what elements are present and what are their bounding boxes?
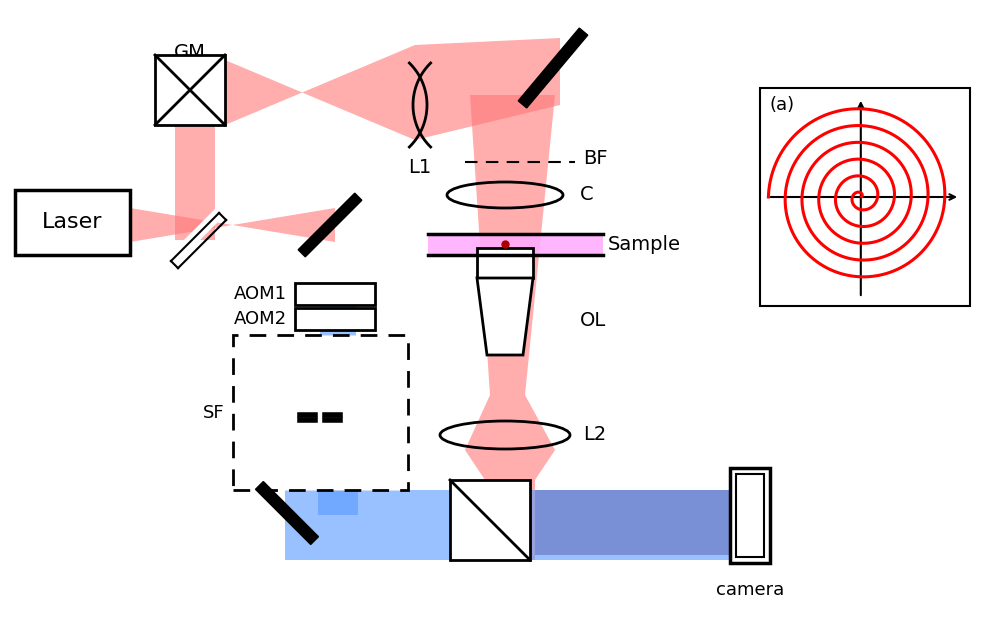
- Bar: [477, 248, 533, 278]
- Bar: [155, 55, 225, 125]
- Polygon shape: [518, 28, 588, 108]
- Polygon shape: [320, 285, 356, 340]
- Bar: [730, 468, 770, 563]
- Bar: [450, 480, 530, 560]
- Text: AOM2: AOM2: [234, 310, 287, 328]
- Polygon shape: [465, 395, 555, 450]
- Polygon shape: [415, 38, 560, 140]
- Bar: [736, 474, 764, 557]
- Polygon shape: [225, 45, 415, 140]
- Polygon shape: [285, 490, 750, 560]
- Polygon shape: [450, 480, 535, 560]
- Text: Laser: Laser: [42, 213, 103, 233]
- Text: C: C: [580, 185, 594, 205]
- Text: SF: SF: [204, 404, 225, 421]
- Polygon shape: [535, 490, 740, 555]
- Polygon shape: [168, 210, 223, 265]
- Polygon shape: [477, 278, 533, 355]
- Bar: [15, 190, 130, 255]
- Polygon shape: [130, 208, 335, 242]
- Bar: [295, 283, 375, 305]
- Text: (a): (a): [770, 96, 795, 114]
- Text: L2: L2: [583, 426, 606, 444]
- Polygon shape: [470, 95, 555, 395]
- Bar: [428, 234, 603, 255]
- Bar: [295, 308, 375, 330]
- Text: GM: GM: [174, 43, 206, 62]
- Bar: [233, 335, 408, 490]
- Polygon shape: [465, 450, 555, 480]
- Text: OL: OL: [580, 311, 606, 329]
- Text: L1: L1: [408, 158, 431, 177]
- Text: AOM1: AOM1: [234, 285, 287, 303]
- Polygon shape: [298, 193, 362, 257]
- Polygon shape: [175, 125, 215, 240]
- Polygon shape: [300, 415, 376, 490]
- Polygon shape: [303, 340, 373, 415]
- Polygon shape: [255, 482, 318, 545]
- Text: camera: camera: [716, 581, 784, 599]
- Text: Sample: Sample: [608, 235, 681, 253]
- Polygon shape: [318, 490, 358, 515]
- Text: BF: BF: [583, 149, 608, 167]
- Bar: [760, 88, 970, 306]
